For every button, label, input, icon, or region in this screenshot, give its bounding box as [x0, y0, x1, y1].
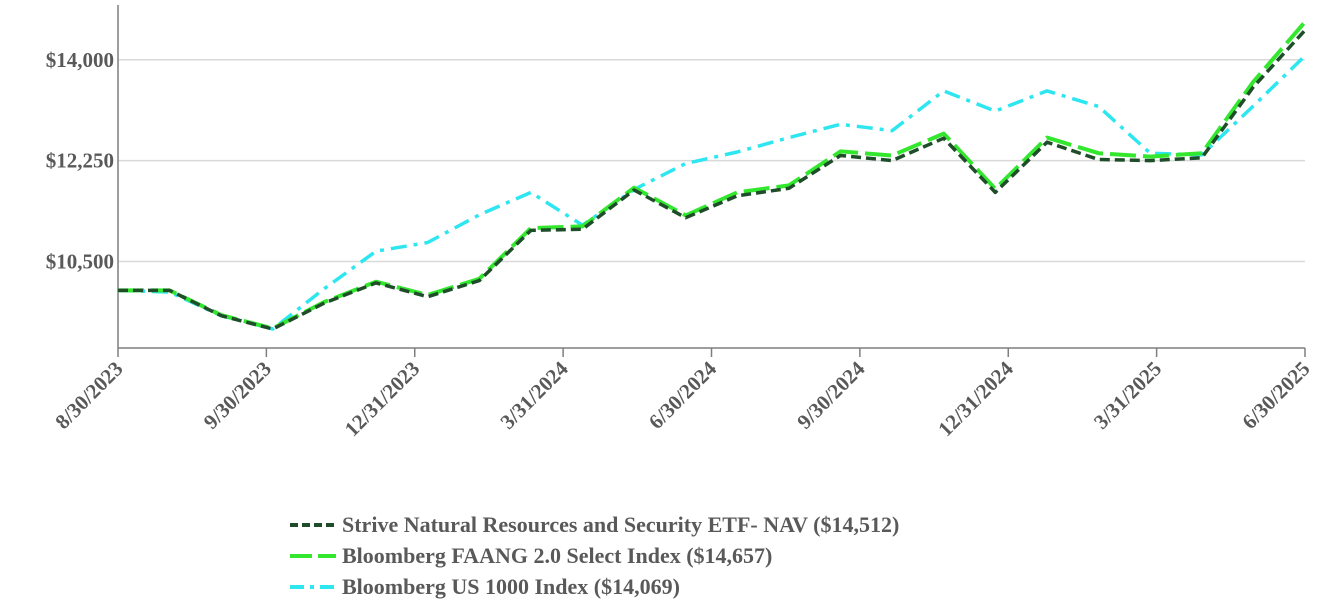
legend-swatch-faang — [290, 553, 336, 558]
legend-item-us1000: Bloomberg US 1000 Index ($14,069) — [290, 571, 899, 602]
x-tick-label: 8/30/2023 — [50, 357, 127, 434]
line-chart: $10,500 $12,250 $14,000 8/30/2023 9/30/2023… — [46, 5, 1315, 442]
series-line-2 — [117, 54, 1307, 331]
x-tick-label: 12/31/2024 — [933, 356, 1018, 441]
series-line-0 — [118, 29, 1307, 331]
y-tick-label: $14,000 — [46, 48, 114, 72]
y-tick-labels: $10,500 $12,250 $14,000 — [46, 48, 114, 274]
series-lines — [117, 20, 1307, 331]
legend-swatch-us1000 — [290, 584, 336, 589]
x-tick-label: 3/31/2024 — [495, 356, 573, 434]
x-tick-label: 6/30/2024 — [644, 356, 722, 434]
legend-label-us1000: Bloomberg US 1000 Index ($14,069) — [342, 573, 680, 599]
legend-label-faang: Bloomberg FAANG 2.0 Select Index ($14,65… — [342, 542, 773, 568]
x-tick-label: 3/31/2025 — [1089, 357, 1166, 434]
x-tick-label: 9/30/2023 — [199, 357, 276, 434]
x-tick-label: 9/30/2024 — [792, 356, 870, 434]
y-tick-label: $12,250 — [46, 149, 114, 173]
x-tick-label: 12/31/2023 — [340, 357, 425, 442]
legend: Strive Natural Resources and Security ET… — [290, 509, 899, 602]
x-tick-labels: 8/30/2023 9/30/2023 12/31/2023 3/31/2024 6/3… — [50, 348, 1315, 442]
legend-item-faang: Bloomberg FAANG 2.0 Select Index ($14,65… — [290, 540, 899, 571]
gridlines — [118, 59, 1305, 263]
axes — [117, 5, 1305, 349]
legend-label-nav: Strive Natural Resources and Security ET… — [342, 511, 900, 537]
x-tick-label: 6/30/2025 — [1237, 357, 1314, 434]
legend-item-nav: Strive Natural Resources and Security ET… — [290, 509, 899, 540]
legend-swatch-nav — [290, 522, 336, 527]
series-line-1 — [118, 20, 1307, 331]
y-tick-label: $10,500 — [46, 250, 114, 274]
